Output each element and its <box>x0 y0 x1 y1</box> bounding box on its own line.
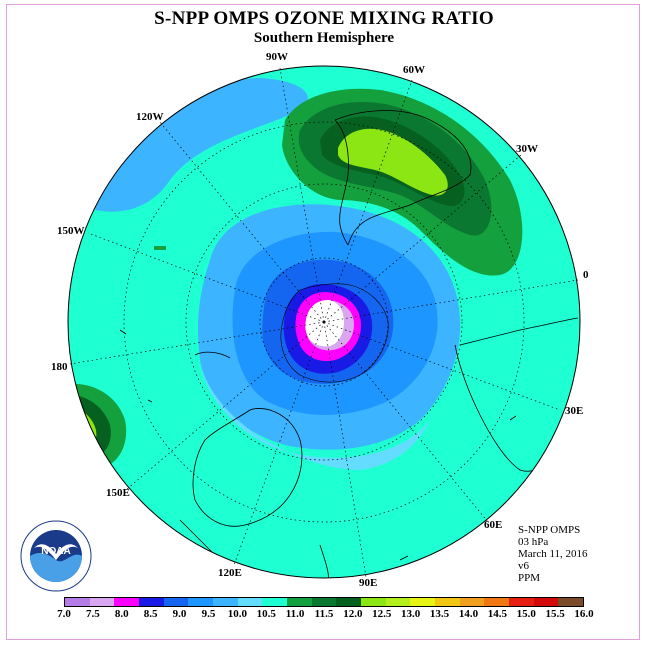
color-swatch <box>213 598 238 606</box>
color-swatch <box>237 598 263 606</box>
color-scale-tick-label: 8.0 <box>114 608 129 620</box>
map-title: S-NPP OMPS OZONE MIXING RATIO <box>154 8 494 29</box>
graticule <box>69 67 579 578</box>
south-pole-marker <box>322 320 326 324</box>
info-level: 03 hPa <box>518 536 549 548</box>
color-scale-tick-label: 10.5 <box>256 608 276 620</box>
color-scale-bar <box>64 597 584 607</box>
info-block: S-NPP OMPS 03 hPa March 11, 2016 v6 PPM <box>518 524 588 584</box>
lon-label-150w: 150W <box>57 225 85 237</box>
color-swatch <box>484 598 510 606</box>
lon-label-180: 180 <box>51 361 68 373</box>
map-boundary <box>67 65 581 579</box>
lon-label-60e: 60E <box>484 519 502 531</box>
color-swatch <box>188 598 214 606</box>
lon-label-90e: 90E <box>359 577 377 589</box>
ozone-field <box>68 66 580 578</box>
coastlines <box>119 110 579 578</box>
lon-label-60w: 60W <box>403 64 425 76</box>
color-swatch <box>410 598 436 606</box>
lon-label-30e: 30E <box>565 405 583 417</box>
color-swatch <box>139 598 164 606</box>
color-swatch <box>163 598 189 606</box>
color-scale-tick-label: 13.0 <box>401 608 421 620</box>
color-swatch <box>459 598 485 606</box>
color-swatch <box>262 598 288 606</box>
color-swatch <box>533 598 559 606</box>
map-subtitle: Southern Hemisphere <box>253 30 395 46</box>
color-swatch <box>89 598 115 606</box>
color-scale-tick-label: 16.0 <box>574 608 594 620</box>
noaa-logo: NOAA <box>20 520 92 592</box>
color-swatch <box>509 598 534 606</box>
color-scale-tick-label: 10.0 <box>227 608 247 620</box>
lon-label-30w: 30W <box>516 143 538 155</box>
info-units: PPM <box>518 572 541 584</box>
color-scale-tick-label: 7.5 <box>86 608 100 620</box>
color-swatch <box>385 598 411 606</box>
color-scale-tick-label: 8.5 <box>143 608 158 620</box>
color-scale-ticks: 7.0 7.5 8.0 8.5 9.0 9.5 10.0 10.5 11.0 11.5 12.0 12… <box>46 608 602 622</box>
color-swatch <box>311 598 337 606</box>
color-swatch <box>435 598 460 606</box>
lon-label-120e: 120E <box>218 567 242 579</box>
color-scale-tick-label: 9.5 <box>201 608 216 620</box>
color-scale-tick-label: 9.0 <box>172 608 187 620</box>
lon-label-120w: 120W <box>136 111 164 123</box>
color-scale-tick-label: 7.0 <box>57 608 71 620</box>
color-scale-tick-label: 12.5 <box>372 608 392 620</box>
color-scale-tick-label: 14.5 <box>487 608 507 620</box>
color-swatch <box>287 598 312 606</box>
color-swatch <box>336 598 362 606</box>
svg-text:NOAA: NOAA <box>41 546 70 557</box>
color-swatch <box>65 598 90 606</box>
color-swatch <box>114 598 140 606</box>
color-scale-tick-label: 13.5 <box>429 608 450 620</box>
lon-label-90w: 90W <box>266 51 288 63</box>
info-date: March 11, 2016 <box>518 548 588 560</box>
color-scale-tick-label: 11.0 <box>285 608 305 620</box>
color-scale-tick-label: 15.5 <box>545 608 565 620</box>
color-scale-tick-label: 14.0 <box>458 608 479 620</box>
info-instrument: S-NPP OMPS <box>518 524 581 536</box>
color-swatch <box>361 598 386 606</box>
lon-label-0: 0 <box>583 269 589 281</box>
info-version: v6 <box>518 560 529 572</box>
color-scale-tick-label: 12.0 <box>343 608 363 620</box>
lon-label-150e: 150E <box>106 487 130 499</box>
color-swatch <box>558 598 584 606</box>
color-scale-tick-label: 15.0 <box>516 608 536 620</box>
color-scale-tick-label: 11.5 <box>314 608 334 620</box>
plot-frame <box>6 4 640 640</box>
